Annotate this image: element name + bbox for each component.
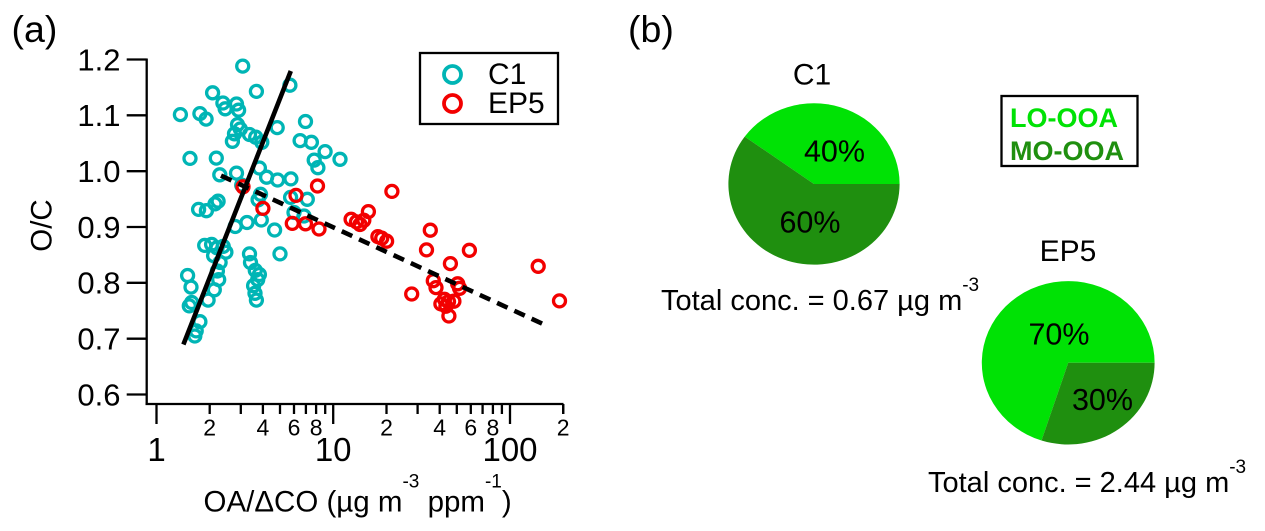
svg-text:4: 4 — [257, 415, 270, 441]
svg-text:1.0: 1.0 — [77, 154, 120, 189]
svg-text:100: 100 — [482, 431, 537, 468]
svg-text:0.8: 0.8 — [77, 266, 120, 301]
svg-text:8: 8 — [487, 415, 500, 441]
svg-text:1: 1 — [147, 431, 165, 468]
svg-text:60%: 60% — [779, 206, 840, 240]
svg-text:6: 6 — [288, 415, 301, 441]
svg-text:0.6: 0.6 — [77, 377, 120, 412]
svg-text:(b): (b) — [628, 8, 674, 50]
svg-text:0.7: 0.7 — [77, 322, 120, 357]
svg-text:4: 4 — [433, 415, 446, 441]
svg-text:O/C: O/C — [26, 199, 59, 251]
svg-text:0.9: 0.9 — [77, 210, 120, 245]
svg-text:(a): (a) — [12, 8, 58, 50]
svg-text:6: 6 — [464, 415, 477, 441]
svg-text:C1: C1 — [488, 58, 526, 91]
svg-text:MO-OOA: MO-OOA — [1010, 136, 1124, 166]
svg-text:40%: 40% — [804, 135, 865, 169]
svg-text:2: 2 — [557, 415, 570, 441]
svg-text:C1: C1 — [793, 59, 831, 92]
svg-text:LO-OOA: LO-OOA — [1010, 103, 1118, 133]
svg-text:70%: 70% — [1028, 318, 1089, 352]
svg-text:10: 10 — [315, 431, 352, 468]
svg-text:EP5: EP5 — [1040, 235, 1097, 268]
svg-text:1.1: 1.1 — [77, 98, 120, 133]
svg-text:30%: 30% — [1072, 383, 1133, 417]
svg-text:EP5: EP5 — [488, 87, 545, 120]
svg-text:2: 2 — [380, 415, 393, 441]
svg-text:8: 8 — [310, 415, 323, 441]
svg-text:1.2: 1.2 — [77, 42, 120, 77]
svg-text:2: 2 — [203, 415, 216, 441]
